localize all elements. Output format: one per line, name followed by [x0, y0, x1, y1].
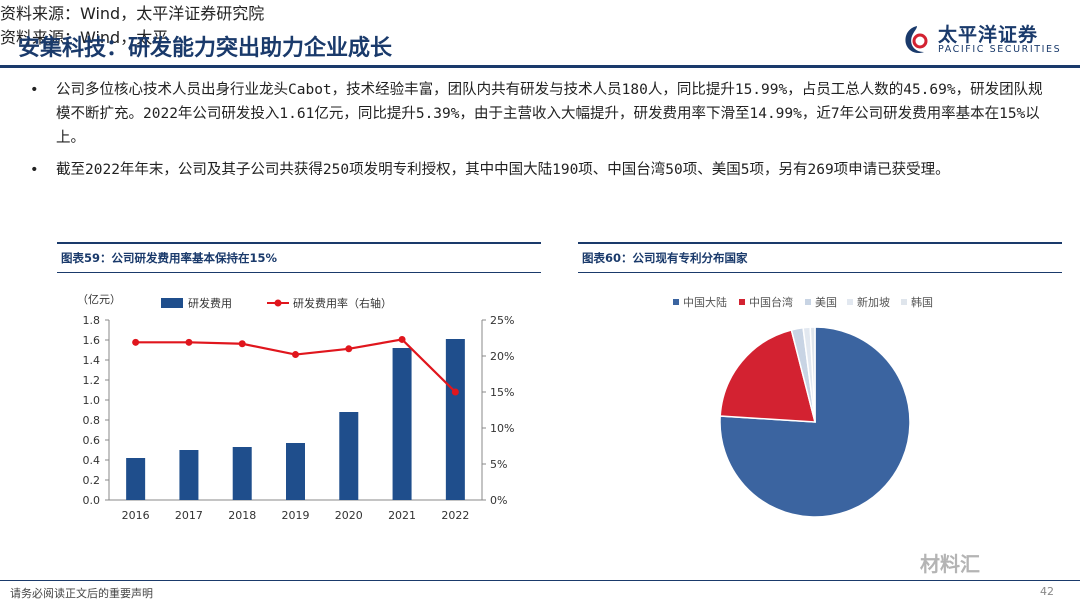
figure-59-source: 资料来源：Wind，太平洋证券研究院 [0, 4, 265, 23]
point-rd-expense-ratio [345, 345, 353, 353]
page-title: 安集科技：研发能力突出助力企业成长 [18, 36, 393, 61]
legend-swatch-2 [805, 299, 811, 305]
y-left-tick-label: 0.4 [83, 454, 101, 467]
bullet-list: 公司多位核心技术人员出身行业龙头Cabot，技术经验丰富，团队内共有研发与技术人… [30, 78, 1050, 190]
bar-rd-expense [126, 458, 146, 500]
y-left-tick-label: 1.8 [83, 314, 101, 327]
logo-chinese-name: 太平洋证券 [938, 24, 1039, 46]
bar-rd-expense [286, 443, 305, 500]
y-right-tick-label: 15% [490, 386, 514, 399]
figure-60-source: 资料来源：Wind，太平 [0, 28, 169, 47]
x-tick-label: 2017 [175, 509, 203, 522]
legend-swatch-0 [673, 299, 679, 305]
y-right-tick-label: 5% [490, 458, 507, 471]
y-left-tick-label: 1.2 [83, 374, 101, 387]
title-divider [0, 65, 1080, 68]
y-right-tick-label: 20% [490, 350, 514, 363]
legend-swatch-rd-ratio-marker [274, 299, 282, 307]
point-rd-expense-ratio [185, 338, 193, 346]
bar-rd-expense [339, 412, 359, 500]
point-rd-expense-ratio [451, 388, 459, 396]
bullet-item-rd-team: 公司多位核心技术人员出身行业龙头Cabot，技术经验丰富，团队内共有研发与技术人… [30, 78, 1050, 150]
legend-label-4: 韩国 [911, 295, 933, 309]
y-right-tick-label: 10% [490, 422, 514, 435]
legend-swatch-rd-expense [161, 298, 183, 308]
company-logo: 太平洋证券 PACIFIC SECURITIES [902, 20, 1072, 60]
x-tick-label: 2016 [122, 509, 150, 522]
y-left-tick-label: 0.8 [83, 414, 101, 427]
rd-expense-combo-chart: （亿元） 研发费用 研发费用率（右轴） 0.0 0.2 0.4 0.6 0.8 1.0 1.2 1.… [77, 293, 514, 522]
y-left-tick-label: 1.6 [83, 334, 101, 347]
pie-slice-1 [719, 329, 816, 423]
figure-60-header: 图表60：公司现有专利分布国家 [578, 242, 1062, 273]
x-tick-label: 2018 [228, 509, 256, 522]
legend-label-rd-ratio: 研发费用率（右轴） [293, 296, 392, 310]
legend-swatch-4 [901, 299, 907, 305]
bar-rd-expense [179, 450, 199, 500]
legend-label-1: 中国台湾 [749, 295, 793, 309]
legend-label-rd-expense: 研发费用 [188, 296, 232, 310]
footer-divider [0, 580, 1080, 581]
bar-rd-expense [445, 339, 465, 500]
patent-country-pie-chart: 中国大陆 中国台湾 美国 新加坡 韩国 [673, 295, 933, 518]
legend-label-2: 美国 [815, 296, 837, 309]
pie-slice-0 [719, 326, 911, 518]
x-tick-label: 2019 [282, 509, 310, 522]
point-rd-expense-ratio [398, 335, 406, 343]
bar-rd-expense [232, 447, 252, 500]
logo-english-name: PACIFIC SECURITIES [938, 44, 1062, 55]
footer-disclaimer: 请务必阅读正文后的重要声明 [10, 587, 153, 600]
point-rd-expense-ratio [132, 338, 140, 346]
y-left-tick-label: 1.4 [83, 354, 101, 367]
y-axis-unit-label: （亿元） [77, 293, 121, 306]
y-left-tick-label: 0.0 [83, 494, 101, 507]
logo-emblem-icon [905, 26, 928, 54]
x-tick-label: 2021 [388, 509, 416, 522]
bar-rd-expense [392, 348, 412, 500]
y-left-tick-label: 0.2 [83, 474, 101, 487]
figure-60-panel: 图表60：公司现有专利分布国家 [578, 242, 1062, 273]
figure-59-panel: 图表59：公司研发费用率基本保持在15% [57, 242, 541, 273]
figure-59-header: 图表59：公司研发费用率基本保持在15% [57, 242, 541, 273]
pie-slice-4 [809, 326, 816, 423]
legend-label-0: 中国大陆 [683, 295, 727, 309]
y-left-tick-label: 0.6 [83, 434, 101, 447]
y-right-tick-label: 25% [490, 314, 514, 327]
legend-swatch-1 [739, 299, 745, 305]
x-tick-label: 2020 [335, 509, 363, 522]
bullet-item-patents: 截至2022年年末，公司及其子公司共获得250项发明专利授权，其中中国大陆190… [30, 158, 1050, 182]
legend-swatch-3 [847, 299, 853, 305]
legend-label-3: 新加坡 [857, 295, 890, 309]
x-tick-label: 2022 [441, 509, 469, 522]
y-left-tick-label: 1.0 [83, 394, 101, 407]
point-rd-expense-ratio [238, 340, 246, 348]
page-number: 42 [1040, 585, 1054, 598]
y-right-tick-label: 0% [490, 494, 507, 507]
point-rd-expense-ratio [292, 351, 299, 359]
watermark-text: 材料汇 [920, 552, 980, 576]
